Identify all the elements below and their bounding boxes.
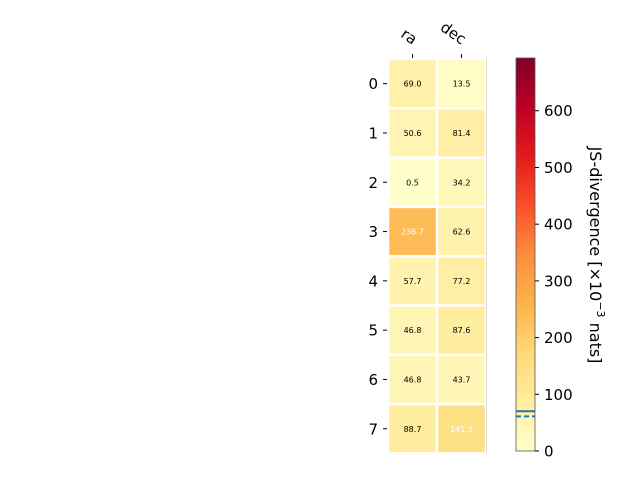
colorbar-tick-label: 300 bbox=[544, 272, 573, 290]
heatmap-cell bbox=[438, 257, 485, 305]
colorbar-tick-label: 400 bbox=[544, 216, 573, 234]
cell-value-label: 69.0 bbox=[404, 80, 422, 89]
colorbar-tick-label: 200 bbox=[544, 329, 573, 347]
cell-value-label: 50.6 bbox=[404, 129, 422, 138]
heatmap-cell bbox=[438, 405, 485, 453]
heatmap-cell bbox=[389, 158, 436, 206]
row-tick-label: 0 bbox=[368, 75, 378, 93]
cell-value-label: 46.8 bbox=[404, 326, 422, 335]
heatmap-grid: 69.0 13.5 50.6 81.4 0.5 34.2 236.7 62.6 57.7 77.2… bbox=[389, 59, 487, 454]
heatmap-cell bbox=[389, 60, 436, 108]
heatmap-cell bbox=[389, 208, 436, 255]
heatmap-cell bbox=[389, 257, 436, 305]
colorbar-tick-label: 500 bbox=[544, 159, 573, 177]
heatmap-cell bbox=[438, 356, 485, 403]
row-tick-label: 3 bbox=[368, 223, 378, 241]
heatmap-cell bbox=[438, 208, 485, 255]
colorbar-title: JS-divergence [×10−3 nats] bbox=[586, 146, 607, 364]
cell-value-label: 0.5 bbox=[406, 178, 419, 187]
row-tick-label: 2 bbox=[368, 174, 378, 192]
cell-value-label: 87.6 bbox=[453, 326, 471, 335]
heatmap-cell bbox=[389, 306, 436, 354]
cell-value-label: 13.5 bbox=[453, 80, 471, 89]
cell-value-label: 77.2 bbox=[453, 277, 471, 286]
heatmap-cell bbox=[389, 405, 436, 453]
cell-value-label: 81.4 bbox=[453, 129, 471, 138]
cell-value-label: 57.7 bbox=[404, 277, 422, 286]
colorbar: 0 100 200 300 400 500 600 bbox=[515, 57, 573, 461]
heatmap-cell bbox=[438, 109, 485, 157]
heatmap-cell bbox=[438, 158, 485, 206]
row-axis: 0 1 2 3 4 5 6 7 bbox=[368, 75, 387, 438]
cell-value-label: 43.7 bbox=[453, 375, 471, 384]
column-axis: ra dec bbox=[398, 18, 470, 58]
row-tick-label: 4 bbox=[368, 272, 378, 290]
heatmap-cell bbox=[438, 306, 485, 354]
column-tick-label: ra bbox=[398, 25, 421, 49]
row-tick-label: 1 bbox=[368, 124, 378, 142]
cell-value-label: 46.8 bbox=[404, 375, 422, 384]
cell-value-label: 141.5 bbox=[450, 425, 473, 434]
cell-value-label: 88.7 bbox=[404, 425, 422, 434]
colorbar-tick-label: 600 bbox=[544, 102, 573, 120]
colorbar-tick-label: 0 bbox=[544, 443, 554, 461]
row-tick-label: 5 bbox=[368, 322, 378, 340]
heatmap-cell bbox=[438, 60, 485, 108]
cell-value-label: 236.7 bbox=[401, 228, 424, 237]
colorbar-tick-label: 100 bbox=[544, 386, 573, 404]
heatmap-cell bbox=[389, 109, 436, 157]
column-tick-label: dec bbox=[437, 18, 469, 48]
heatmap-cell bbox=[389, 356, 436, 403]
colorbar-gradient bbox=[515, 57, 536, 452]
cell-value-label: 62.6 bbox=[453, 228, 471, 237]
row-tick-label: 6 bbox=[368, 371, 378, 389]
row-tick-label: 7 bbox=[368, 420, 378, 438]
cell-value-label: 34.2 bbox=[453, 178, 471, 187]
